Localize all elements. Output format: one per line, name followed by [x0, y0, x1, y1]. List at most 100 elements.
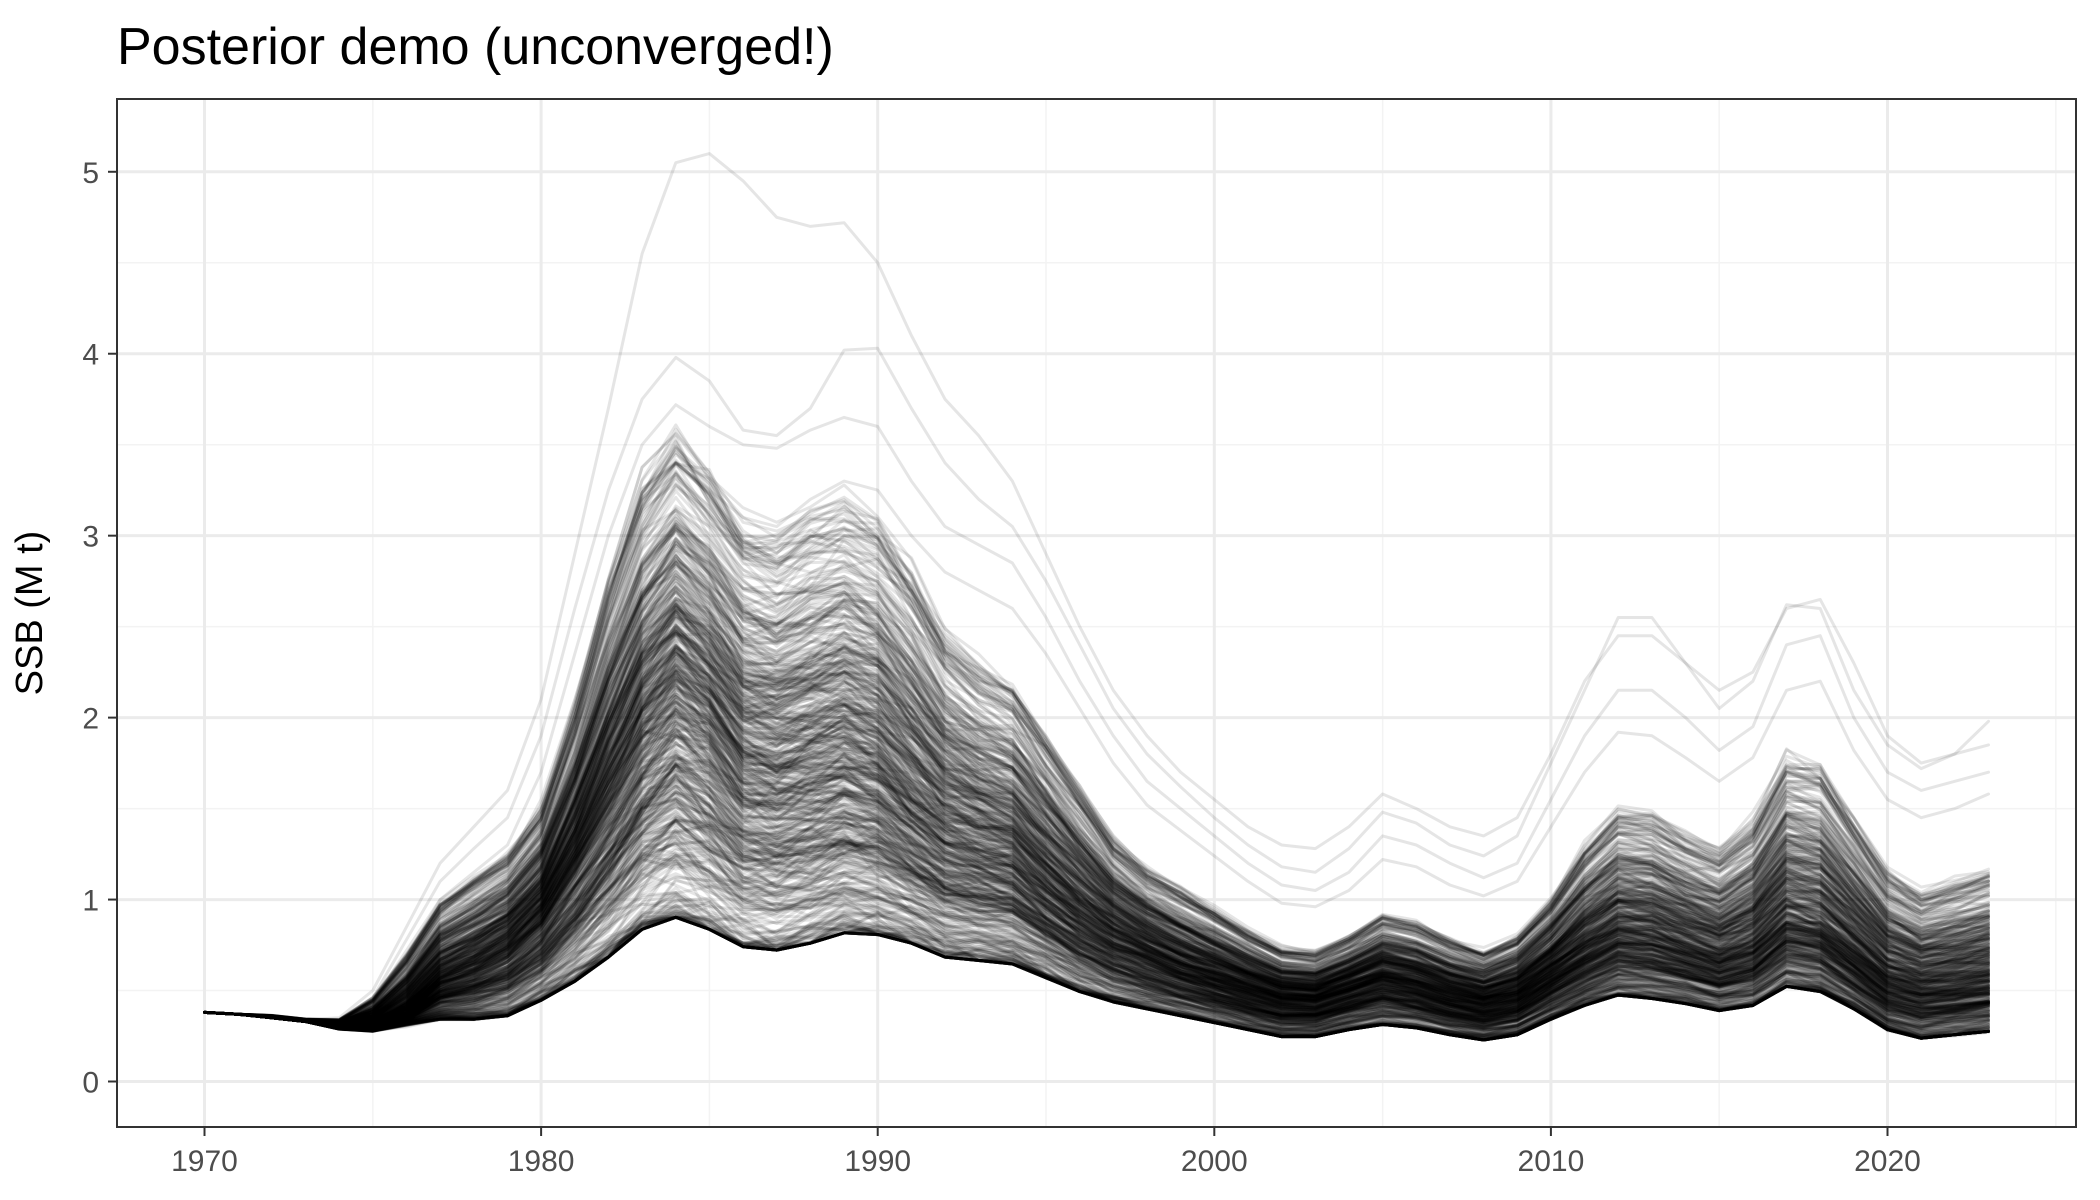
posterior-draw-line [203, 623, 1990, 1027]
posterior-draw-line [203, 639, 1990, 1027]
posterior-draw-line [203, 858, 1990, 1033]
posterior-draw-line [203, 608, 1990, 1028]
posterior-draw-line [203, 805, 1990, 1030]
posterior-draw-line [203, 778, 1990, 1030]
posterior-draw-line [203, 711, 1990, 1029]
posterior-draw-line [203, 858, 1990, 1037]
posterior-draw-line [203, 865, 1990, 1036]
posterior-draw-line [203, 743, 1990, 1030]
posterior-draw-line [203, 632, 1990, 1028]
posterior-draw-line [203, 823, 1990, 1031]
posterior-draw-line [203, 616, 1990, 1027]
posterior-draw-line [203, 915, 1990, 1042]
posterior-draw-line [203, 909, 1990, 1041]
posterior-draw-line [203, 584, 1990, 1026]
posterior-draw-line [203, 521, 1990, 1024]
posterior-draw-line [203, 713, 1990, 1029]
posterior-draw-line [203, 659, 1990, 1028]
posterior-draw-line [203, 589, 1990, 1027]
chart-title: Posterior demo (unconverged!) [117, 18, 834, 76]
posterior-draw-line [203, 746, 1990, 1029]
posterior-draw-line [203, 754, 1990, 1030]
posterior-draw-line [203, 651, 1990, 1028]
posterior-draw-line [203, 477, 1990, 1022]
posterior-draw-line [203, 489, 1990, 1022]
posterior-draw-line [203, 647, 1990, 1029]
posterior-draw-line [203, 768, 1990, 1030]
posterior-draw-line [203, 819, 1990, 1030]
posterior-draw-line [203, 645, 1990, 1028]
posterior-draw-line [203, 475, 1990, 1023]
posterior-draw-line [203, 564, 1990, 1024]
posterior-draw-line [203, 643, 1990, 1027]
posterior-draw-line [203, 643, 1990, 1028]
posterior-draw-line [203, 779, 1990, 1031]
posterior-draw-line [203, 597, 1990, 1026]
posterior-draw-line [203, 668, 1990, 1028]
posterior-draw-line [203, 791, 1990, 1030]
posterior-draw-line [203, 915, 1990, 1042]
posterior-draw-line [203, 823, 1990, 1031]
posterior-draw-line [203, 633, 1990, 1027]
posterior-draw-line [203, 672, 1990, 1028]
posterior-draw-line [203, 596, 1990, 1025]
posterior-draw-line [203, 913, 1990, 1042]
posterior-draw-line [203, 692, 1990, 1028]
posterior-draw-line [203, 758, 1990, 1029]
posterior-draw-line [203, 602, 1990, 1026]
posterior-draw-line [203, 862, 1990, 1033]
posterior-draw-line [203, 575, 1990, 1024]
posterior-draw-line [203, 560, 1990, 1025]
posterior-draw-line [203, 749, 1990, 1030]
posterior-draw-line [203, 762, 1990, 1031]
posterior-draw-line [203, 561, 1990, 1025]
posterior-draw-line [203, 540, 1990, 1024]
posterior-draw-line [203, 798, 1990, 1030]
posterior-draw-line [203, 715, 1990, 1029]
posterior-draw-line [203, 709, 1990, 1029]
posterior-draw-line [203, 649, 1990, 1028]
posterior-draw-line [203, 762, 1990, 1030]
posterior-draw-line [203, 655, 1990, 1028]
posterior-draw-line [203, 658, 1990, 1029]
posterior-draw-line [203, 766, 1990, 1030]
posterior-draw-line [203, 590, 1990, 1025]
posterior-draw-line [203, 453, 1990, 1023]
posterior-draw-line [203, 627, 1990, 1028]
posterior-draw-line [203, 915, 1990, 1042]
posterior-draw-line [203, 673, 1990, 1028]
posterior-draw-line [203, 901, 1990, 1042]
posterior-draw-line [203, 787, 1990, 1031]
posterior-draw-line [203, 905, 1990, 1040]
posterior-draw-line [203, 718, 1990, 1029]
posterior-draw-line [203, 755, 1990, 1030]
posterior-draw-line [203, 590, 1990, 1025]
y-tick-label: 3 [82, 521, 99, 554]
posterior-draw-line [203, 638, 1990, 1027]
posterior-draw-line [203, 527, 1990, 1024]
posterior-draw-line [203, 779, 1990, 1031]
posterior-draw-line [203, 670, 1990, 1029]
posterior-draw-line [203, 632, 1990, 1027]
posterior-draw-line [203, 872, 1990, 1038]
posterior-draw-line [203, 810, 1990, 1031]
posterior-draw-line [203, 835, 1990, 1031]
posterior-draw-line [203, 817, 1990, 1030]
y-tick-label: 2 [82, 703, 99, 736]
posterior-draw-line [203, 508, 1990, 1024]
posterior-draw-line [203, 614, 1990, 1026]
posterior-draw-line [203, 655, 1990, 1029]
grid-minor [117, 99, 2076, 1127]
posterior-draw-line [203, 670, 1990, 1029]
posterior-draw-line [203, 721, 1990, 1029]
posterior-draw-line [203, 591, 1990, 1026]
posterior-draw-line [203, 800, 1990, 1031]
posterior-draw-line [203, 674, 1990, 1029]
posterior-draw-line [203, 683, 1990, 1029]
posterior-draw-line [203, 629, 1990, 1027]
posterior-draw-line [203, 629, 1990, 1026]
posterior-draw-line [203, 890, 1990, 1035]
posterior-draw-line [203, 792, 1990, 1031]
posterior-draw-line [203, 524, 1990, 1024]
posterior-draw-line [203, 557, 1990, 1025]
